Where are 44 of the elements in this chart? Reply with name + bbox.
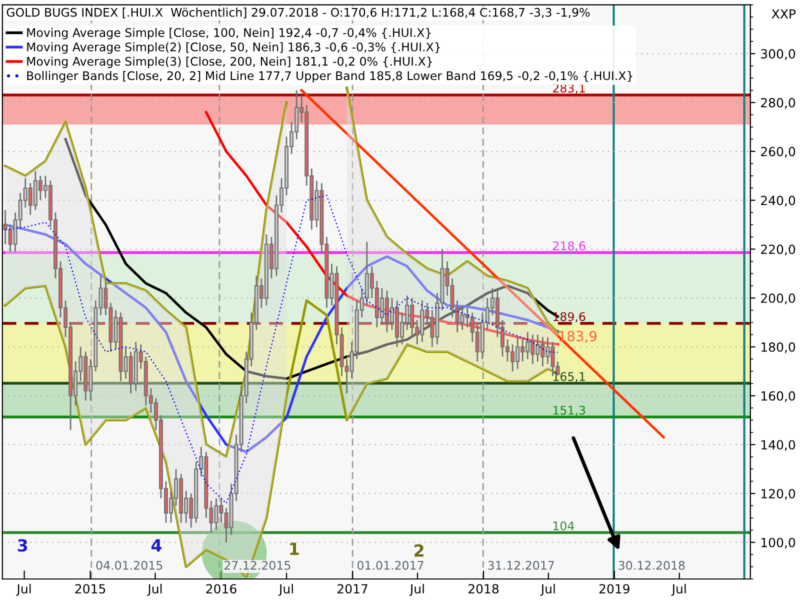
legend-label: Moving Average Simple(2) [Close, 50, Nein] 186,3 -0,6 -0,3% {.HUI.X} (27, 42, 440, 54)
x-tick-label: 2016 (206, 584, 236, 594)
ref-line-label: 04.01.2015 (96, 560, 162, 570)
legend-label: Moving Average Simple [Close, 100, Nein] 192,4 -0,7 -0,4% {.HUI.X} (27, 28, 431, 40)
x-tick-label: 2017 (338, 584, 368, 594)
x-tick-label: 2018 (468, 584, 499, 594)
ref-line-label: 30.12.2018 (618, 560, 685, 570)
chart-title: GOLD BUGS INDEX [.HUI.X Wöchentlich] 29.07.2018 - O:170,6 H:171,2 L:168,4 C:168,7 -3,3 -1,9% (6, 8, 590, 18)
x-tick-label: Jul (278, 584, 293, 596)
x-tick-label: Jul (671, 584, 686, 596)
y-tick-label: 160,0 (761, 391, 796, 402)
x-tick-label: Jul (16, 584, 31, 596)
ref-line-label: 01.01.2017 (357, 560, 424, 570)
y-tick-label: 120,0 (761, 488, 796, 500)
ref-line-label: 189,6 (553, 312, 586, 322)
y-tick-label: 240,0 (761, 196, 796, 206)
legend-label: Bollinger Bands [Close, 20, 2] Mid Line 177,7 Upper Band 185,8 Lower Band 169,5 -0,2 -0,1% {.HUI.X} (27, 71, 632, 82)
x-tick-label: 2019 (599, 584, 630, 594)
y-tick-label: 260,0 (761, 146, 796, 158)
text: XXP (772, 9, 796, 18)
ref-line-label: 27.12.2015 (224, 560, 290, 570)
x-tick-label: Jul (540, 584, 555, 596)
ref-line-label: 151,3 (553, 406, 586, 416)
ref-line-label: 31.12.2017 (488, 560, 554, 570)
y-tick-label: 140,0 (761, 440, 796, 451)
annotation: 183,9 (559, 330, 597, 343)
legend-label: Moving Average Simple(3) [Close, 200, Nein] 181,1 -0,2 0% {.HUI.X} (27, 56, 432, 68)
x-tick-label: Jul (147, 584, 162, 596)
y-tick-label: 180,0 (761, 342, 796, 354)
y-tick-label: 300,0 (761, 49, 796, 60)
ref-line-label: 283,1 (553, 84, 585, 94)
y-tick-label: 200,0 (761, 293, 796, 304)
annotation: 3 (18, 539, 28, 552)
annotation: 4 (151, 539, 162, 552)
y-tick-label: 220,0 (761, 244, 796, 256)
ref-line-label: 218,6 (553, 241, 586, 252)
y-tick-label: 100,0 (761, 538, 796, 549)
annotation: 2 (414, 544, 424, 557)
x-tick-label: Jul (409, 584, 424, 596)
y-tick-label: 280,0 (761, 98, 796, 109)
ref-line-label: 104 (553, 521, 574, 530)
annotation: 1 (290, 542, 299, 555)
ref-line-label: 165,1 (553, 372, 585, 382)
x-tick-label: 2015 (75, 584, 106, 594)
